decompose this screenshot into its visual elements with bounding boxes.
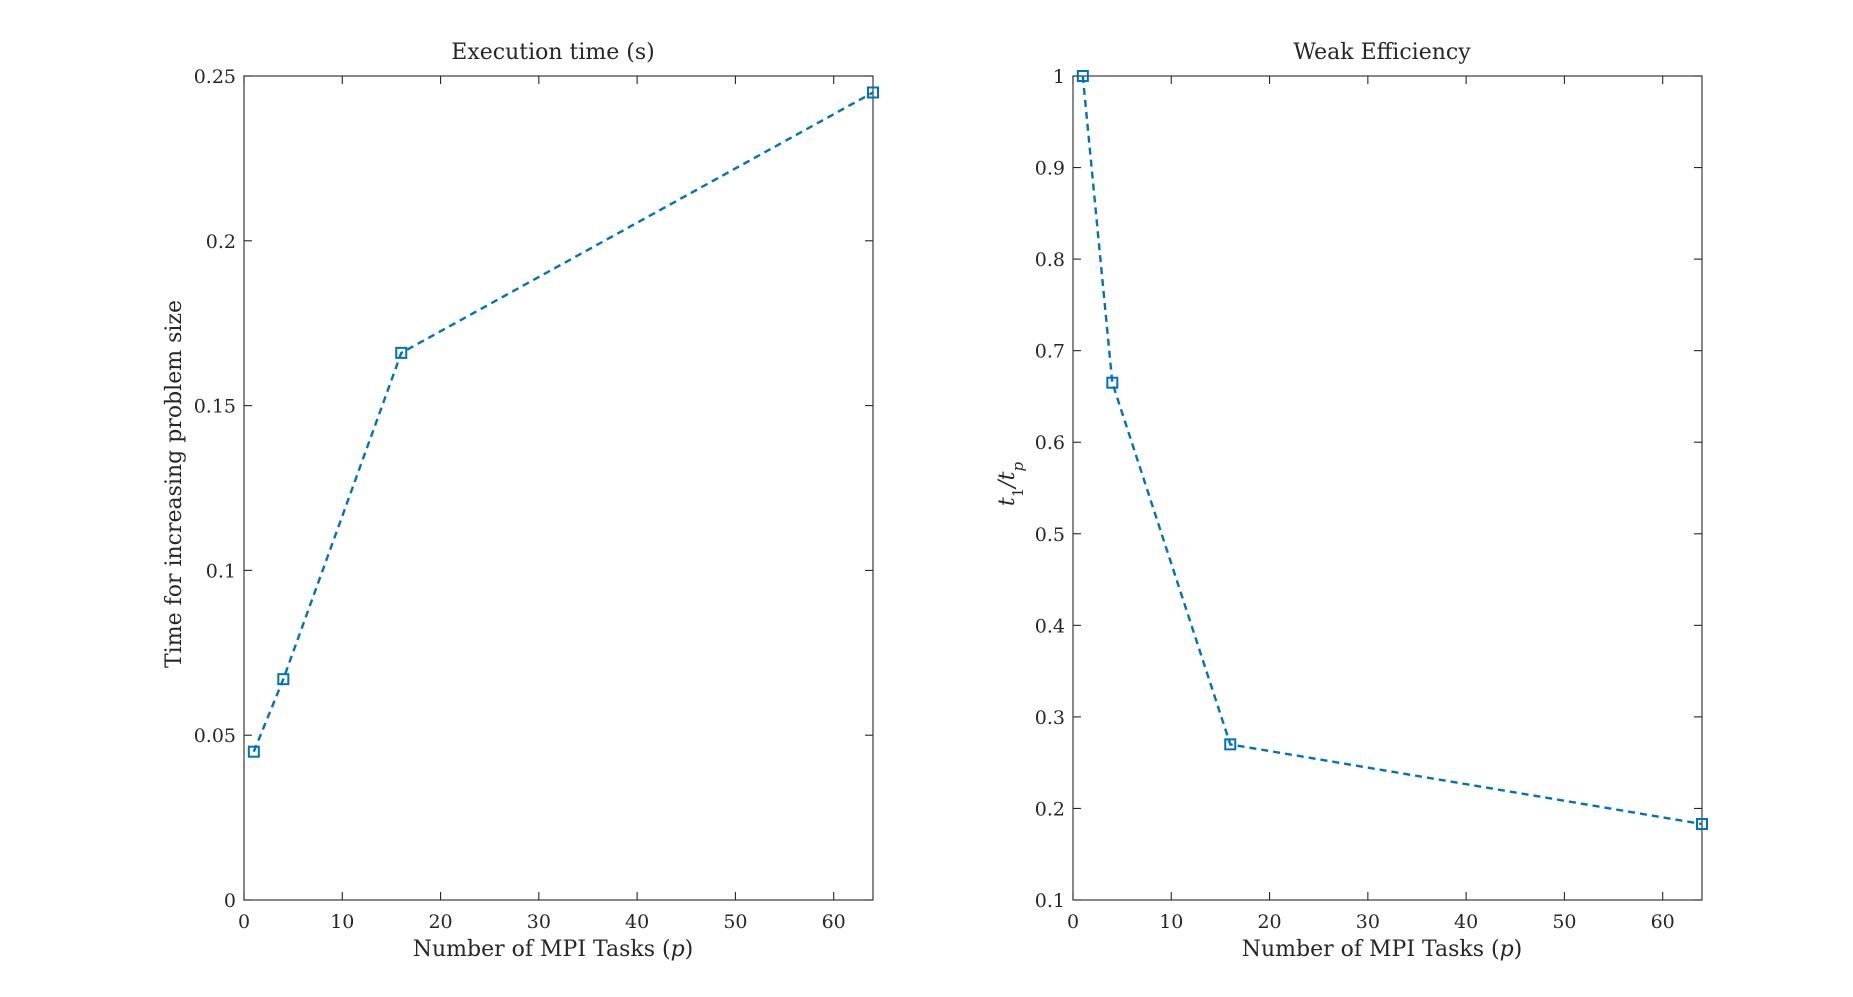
x-tick-label: 20: [1257, 911, 1281, 933]
y-tick-label: 0.5: [1035, 524, 1065, 546]
y-tick-label: 0.15: [194, 396, 236, 418]
series-line: [252, 91, 874, 753]
y-tick-label: 0.25: [194, 66, 236, 88]
data-point-marker: [277, 673, 290, 686]
x-tick-label: 20: [428, 911, 452, 933]
x-axis-label-variable: p: [1500, 937, 1514, 962]
y-tick-label: 0.1: [206, 560, 236, 582]
x-axis-label: Number of MPI Tasks (p): [413, 937, 694, 962]
x-axis-label-close: ): [1514, 937, 1523, 962]
y-tick-label: 0.05: [194, 725, 236, 747]
chart-title: Execution time (s): [451, 40, 654, 65]
x-tick-label: 10: [330, 911, 354, 933]
x-axis-label-variable: p: [671, 937, 685, 962]
data-point-marker: [247, 745, 260, 758]
chart-title: Weak Efficiency: [1293, 40, 1471, 65]
chart-weak-efficiency: Weak Efficiency t1/tp Number of MPI Task…: [995, 40, 1708, 962]
y-tick-label: 0.2: [1035, 798, 1065, 820]
x-tick-label: 60: [1651, 911, 1675, 933]
y-tick-label: 0: [224, 890, 236, 912]
y-tick-label: 0.1: [1035, 890, 1065, 912]
y-tick-label: 0.8: [1035, 249, 1065, 271]
y-tick-label: 0.7: [1035, 341, 1065, 363]
data-point-marker: [1076, 70, 1089, 82]
y-tick-label: 0.4: [1035, 615, 1065, 637]
axes-box: [243, 75, 874, 901]
x-tick-label: 30: [527, 911, 551, 933]
x-tick-label: 0: [238, 911, 250, 933]
x-axis-label-close: ): [685, 937, 694, 962]
data-point-marker: [395, 346, 408, 359]
x-tick-label: 50: [1552, 911, 1576, 933]
series-line: [1081, 75, 1703, 826]
chart-execution-time: Execution time (s) Time for increasing p…: [162, 40, 879, 962]
data-point-marker: [867, 86, 879, 99]
y-tick-label: 0.2: [206, 231, 236, 253]
axes-box: [1072, 75, 1703, 901]
data-point-marker: [1106, 376, 1119, 389]
y-tick-label: 0.3: [1035, 707, 1065, 729]
y-axis-label: Time for increasing problem size: [162, 300, 187, 668]
x-tick-label: 0: [1067, 911, 1079, 933]
x-tick-label: 30: [1356, 911, 1380, 933]
x-tick-label: 60: [822, 911, 846, 933]
x-axis-label-text: Number of MPI Tasks (: [1242, 937, 1500, 962]
x-axis-label: Number of MPI Tasks (p): [1242, 937, 1523, 962]
x-tick-label: 50: [723, 911, 747, 933]
x-tick-label: 10: [1159, 911, 1183, 933]
x-tick-label: 40: [625, 911, 649, 933]
data-point-marker: [1224, 738, 1237, 751]
y-tick-label: 1: [1053, 66, 1065, 88]
x-axis-label-text: Number of MPI Tasks (: [413, 937, 671, 962]
y-tick-label: 0.9: [1035, 158, 1065, 180]
x-tick-label: 40: [1454, 911, 1478, 933]
y-tick-label: 0.6: [1035, 432, 1065, 454]
data-point-marker: [1696, 818, 1708, 831]
